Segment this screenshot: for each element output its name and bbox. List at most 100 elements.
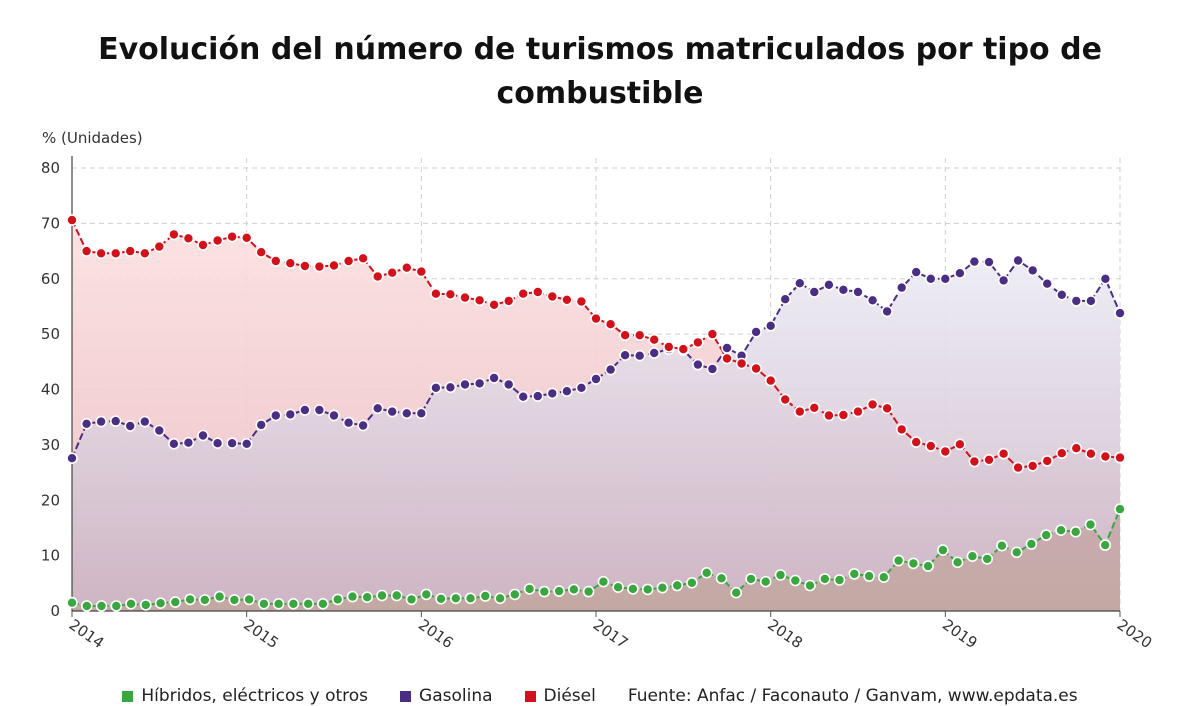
- point-gasolina: [939, 272, 952, 285]
- area-hibridos: [72, 509, 1120, 611]
- point-hibridos: [1084, 518, 1097, 531]
- point-gasolina: [590, 373, 602, 385]
- point-diesel: [793, 405, 806, 418]
- point-gasolina: [386, 405, 399, 418]
- point-gasolina: [1070, 295, 1083, 307]
- point-diesel: [575, 295, 588, 308]
- y-tick-label: 60: [41, 270, 60, 288]
- source-text: Fuente: Anfac / Faconauto / Ganvam, www.…: [627, 686, 1078, 706]
- point-diesel: [502, 295, 515, 307]
- legend-item-gasolina[interactable]: Gasolina: [400, 686, 493, 706]
- area-gasolina: [72, 260, 1120, 611]
- y-tick-label: 50: [41, 325, 60, 343]
- point-diesel: [357, 252, 369, 265]
- point-diesel: [662, 341, 675, 353]
- point-hibridos: [523, 583, 536, 595]
- point-hibridos: [686, 576, 698, 589]
- point-diesel: [182, 232, 195, 245]
- point-gasolina: [197, 429, 209, 442]
- point-hibridos: [494, 592, 506, 605]
- point-gasolina: [1056, 288, 1068, 301]
- point-diesel: [546, 290, 559, 303]
- point-hibridos: [169, 596, 182, 608]
- point-gasolina: [66, 452, 78, 465]
- point-diesel: [924, 440, 937, 452]
- point-hibridos: [287, 597, 300, 610]
- point-diesel: [735, 357, 748, 370]
- point-hibridos: [745, 573, 757, 585]
- point-gasolina: [153, 424, 166, 437]
- point-hibridos: [612, 581, 624, 594]
- point-gasolina: [706, 363, 719, 375]
- point-gasolina: [80, 417, 93, 430]
- point-hibridos: [81, 600, 93, 612]
- point-diesel: [764, 374, 777, 387]
- x-tick-label: 2018: [764, 616, 806, 653]
- point-hibridos: [331, 593, 344, 606]
- legend-item-hibridos[interactable]: Híbridos, eléctricos y otros: [122, 686, 368, 706]
- point-hibridos: [140, 599, 152, 611]
- point-hibridos: [213, 590, 226, 603]
- point-diesel: [386, 266, 399, 279]
- point-hibridos: [848, 568, 861, 580]
- legend-item-diesel[interactable]: Diésel: [524, 686, 596, 706]
- point-gasolina: [371, 402, 384, 415]
- point-gasolina: [284, 408, 297, 421]
- point-gasolina: [924, 272, 937, 285]
- point-hibridos: [317, 597, 329, 610]
- point-diesel: [837, 409, 850, 421]
- point-hibridos: [877, 571, 890, 584]
- point-diesel: [313, 260, 326, 273]
- legend-label-gasolina: Gasolina: [419, 686, 493, 706]
- point-gasolina: [721, 342, 733, 354]
- point-gasolina: [619, 349, 631, 362]
- point-gasolina: [1012, 254, 1024, 267]
- point-diesel: [299, 260, 311, 272]
- point-diesel: [226, 230, 238, 243]
- point-diesel: [1114, 451, 1126, 464]
- point-diesel: [139, 247, 151, 260]
- point-diesel: [881, 402, 893, 415]
- area-layer: [72, 220, 1120, 611]
- point-hibridos: [641, 583, 654, 596]
- point-gasolina: [531, 390, 544, 402]
- point-hibridos: [966, 550, 979, 563]
- point-hibridos: [804, 579, 816, 592]
- x-tick-label: 2016: [415, 616, 457, 653]
- y-tick-label: 10: [41, 547, 60, 565]
- point-gasolina: [1085, 295, 1097, 307]
- point-hibridos: [597, 575, 610, 588]
- point-diesel: [939, 445, 952, 458]
- point-diesel: [692, 336, 704, 349]
- point-gasolina: [561, 385, 573, 398]
- point-diesel: [954, 438, 966, 451]
- point-gasolina: [968, 255, 981, 268]
- point-gasolina: [415, 407, 428, 420]
- y-tick-label: 40: [41, 381, 60, 399]
- point-diesel: [444, 288, 457, 301]
- point-hibridos: [243, 593, 255, 606]
- point-diesel: [561, 293, 573, 306]
- point-diesel: [371, 270, 384, 283]
- point-hibridos: [774, 569, 787, 581]
- point-diesel: [779, 393, 792, 406]
- point-diesel: [211, 234, 224, 247]
- point-gasolina: [240, 437, 253, 450]
- point-diesel: [852, 405, 864, 418]
- x-tick-label: 2020: [1114, 616, 1156, 653]
- point-hibridos: [272, 597, 285, 610]
- point-hibridos: [656, 581, 669, 594]
- point-hibridos: [1099, 539, 1111, 551]
- y-tick-label: 70: [41, 214, 60, 232]
- point-diesel: [168, 228, 180, 241]
- point-diesel: [415, 265, 428, 278]
- point-hibridos: [258, 597, 270, 610]
- legend-swatch-gasolina: [400, 690, 412, 702]
- point-hibridos: [818, 573, 831, 585]
- point-gasolina: [430, 381, 442, 394]
- point-hibridos: [420, 588, 433, 601]
- point-hibridos: [568, 583, 580, 596]
- point-gasolina: [473, 377, 486, 390]
- point-gasolina: [1041, 277, 1053, 290]
